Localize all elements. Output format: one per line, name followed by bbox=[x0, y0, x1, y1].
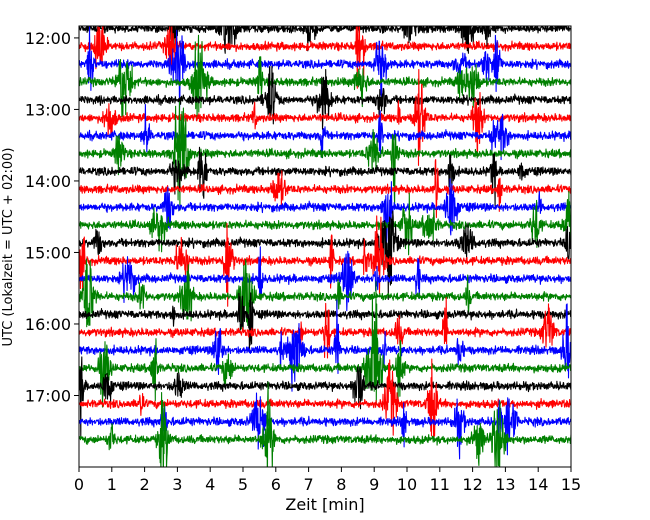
seismic-trace-line bbox=[79, 299, 571, 392]
x-axis: 0 1 2 3 4 5 6 7 8 9 10 11 12 13 14 15 bbox=[74, 467, 581, 494]
seismic-trace-line bbox=[79, 258, 571, 330]
x-tick-label: 12 bbox=[462, 475, 482, 494]
x-tick-label: 10 bbox=[397, 475, 417, 494]
seismic-trace-line bbox=[79, 356, 571, 439]
seismic-trace-line bbox=[79, 292, 571, 353]
seismic-trace-line bbox=[79, 190, 571, 256]
x-tick-label: 0 bbox=[74, 475, 84, 494]
x-tick-label: 15 bbox=[561, 475, 581, 494]
x-tick-label: 9 bbox=[369, 475, 379, 494]
y-tick-label: 17:00 bbox=[25, 386, 71, 405]
seismic-trace-line bbox=[79, 26, 571, 111]
seismic-trace-line bbox=[79, 26, 571, 54]
seismic-trace-line bbox=[79, 68, 571, 166]
seismic-trace-line bbox=[79, 246, 571, 312]
x-tick-label: 8 bbox=[336, 475, 346, 494]
seismic-trace-line bbox=[79, 159, 571, 219]
seismic-trace-line bbox=[79, 210, 571, 301]
x-tick-label: 11 bbox=[430, 475, 450, 494]
seismic-trace-line bbox=[79, 381, 571, 467]
seismic-trace-line bbox=[79, 215, 571, 307]
seismic-trace-line bbox=[79, 65, 571, 130]
seismic-trace-line bbox=[79, 296, 571, 359]
x-tick-label: 2 bbox=[140, 475, 150, 494]
x-tick-label: 13 bbox=[495, 475, 515, 494]
seismic-trace-line bbox=[79, 26, 571, 89]
x-tick-label: 6 bbox=[271, 475, 281, 494]
x-tick-label: 14 bbox=[528, 475, 548, 494]
x-tick-label: 1 bbox=[107, 475, 117, 494]
y-tick-label: 16:00 bbox=[25, 315, 71, 334]
seismic-trace-line bbox=[79, 101, 571, 211]
x-tick-label: 5 bbox=[238, 475, 248, 494]
seismic-traces bbox=[79, 26, 571, 467]
x-tick-label: 3 bbox=[172, 475, 182, 494]
seismic-trace-line bbox=[79, 281, 571, 408]
x-tick-label: 7 bbox=[304, 475, 314, 494]
y-axis-label: UTC (Lokalzeit = UTC + 02:00) bbox=[1, 148, 16, 347]
y-tick-label: 15:00 bbox=[25, 243, 71, 262]
x-axis-label: Zeit [min] bbox=[285, 495, 364, 514]
y-tick-label: 14:00 bbox=[25, 172, 71, 191]
seismic-trace-line bbox=[79, 103, 571, 161]
y-tick-label: 12:00 bbox=[25, 29, 71, 48]
seismic-trace-line bbox=[79, 146, 571, 208]
plot-frame bbox=[78, 25, 572, 468]
seismic-trace-line bbox=[79, 178, 571, 245]
y-axis: 12:00 13:00 14:00 15:00 16:00 17:00 bbox=[25, 29, 79, 405]
x-tick-label: 4 bbox=[205, 475, 215, 494]
y-tick-label: 13:00 bbox=[25, 100, 71, 119]
